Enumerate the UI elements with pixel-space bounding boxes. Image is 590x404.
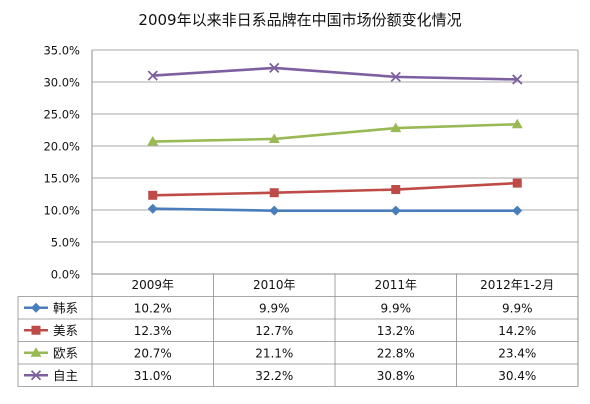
data-point bbox=[269, 205, 280, 216]
data-label: 9.9% bbox=[259, 301, 290, 315]
data-label: 10.2% bbox=[134, 301, 172, 315]
legend-label: 韩系 bbox=[53, 300, 78, 315]
series-line-1 bbox=[152, 207, 518, 212]
data-label: 30.4% bbox=[498, 369, 536, 383]
x-tick-label: 2010年 bbox=[253, 278, 296, 292]
y-tick-label: 25.0% bbox=[43, 108, 80, 122]
data-point bbox=[512, 178, 522, 188]
legend-label: 美系 bbox=[53, 323, 78, 338]
data-point bbox=[391, 185, 401, 195]
data-point bbox=[148, 190, 158, 200]
data-label: 13.2% bbox=[377, 324, 415, 338]
data-point bbox=[147, 136, 159, 146]
data-point bbox=[390, 205, 401, 216]
chart-title: 2009年以来非日系品牌在中国市场份额变化情况 bbox=[138, 11, 461, 29]
data-label: 32.2% bbox=[255, 369, 293, 383]
y-tick-label: 20.0% bbox=[43, 140, 80, 154]
data-point bbox=[512, 74, 523, 85]
data-label: 22.8% bbox=[377, 346, 415, 360]
legend-key-marker bbox=[30, 347, 42, 357]
y-tick-label: 5.0% bbox=[51, 236, 80, 250]
data-point bbox=[147, 203, 158, 214]
y-tick-label: 10.0% bbox=[43, 204, 80, 218]
data-point bbox=[269, 62, 280, 74]
legend-label: 自主 bbox=[53, 368, 78, 383]
data-label: 9.9% bbox=[502, 301, 533, 315]
legend-label: 欧系 bbox=[53, 345, 78, 360]
data-label: 14.2% bbox=[498, 324, 536, 338]
data-point bbox=[511, 118, 523, 129]
data-label: 23.4% bbox=[498, 346, 536, 360]
legend-key-marker bbox=[30, 370, 42, 381]
series-line-2 bbox=[152, 181, 518, 197]
y-tick-label: 30.0% bbox=[43, 76, 80, 90]
data-label: 12.7% bbox=[255, 324, 293, 338]
data-point bbox=[390, 71, 401, 83]
data-point bbox=[147, 70, 158, 81]
x-tick-label: 2011年 bbox=[374, 278, 417, 292]
series-line-3 bbox=[152, 122, 518, 143]
data-label: 12.3% bbox=[134, 324, 172, 338]
data-point bbox=[268, 133, 280, 143]
legend-key-marker bbox=[31, 302, 41, 313]
data-label: 20.7% bbox=[134, 346, 172, 360]
data-point bbox=[390, 122, 402, 133]
legend-key-marker bbox=[31, 325, 41, 335]
data-point bbox=[269, 188, 279, 198]
x-tick-label: 2009年 bbox=[131, 278, 174, 292]
y-tick-label: 35.0% bbox=[43, 44, 80, 58]
data-label: 9.9% bbox=[381, 301, 412, 315]
data-point bbox=[512, 205, 523, 216]
data-label: 30.8% bbox=[377, 369, 415, 383]
data-label: 21.1% bbox=[255, 346, 293, 360]
y-tick-label: 0.0% bbox=[51, 268, 80, 282]
series-line-4 bbox=[152, 66, 518, 81]
y-tick-label: 15.0% bbox=[43, 172, 80, 186]
data-label: 31.0% bbox=[134, 369, 172, 383]
x-tick-label: 2012年1-2月 bbox=[480, 278, 554, 292]
